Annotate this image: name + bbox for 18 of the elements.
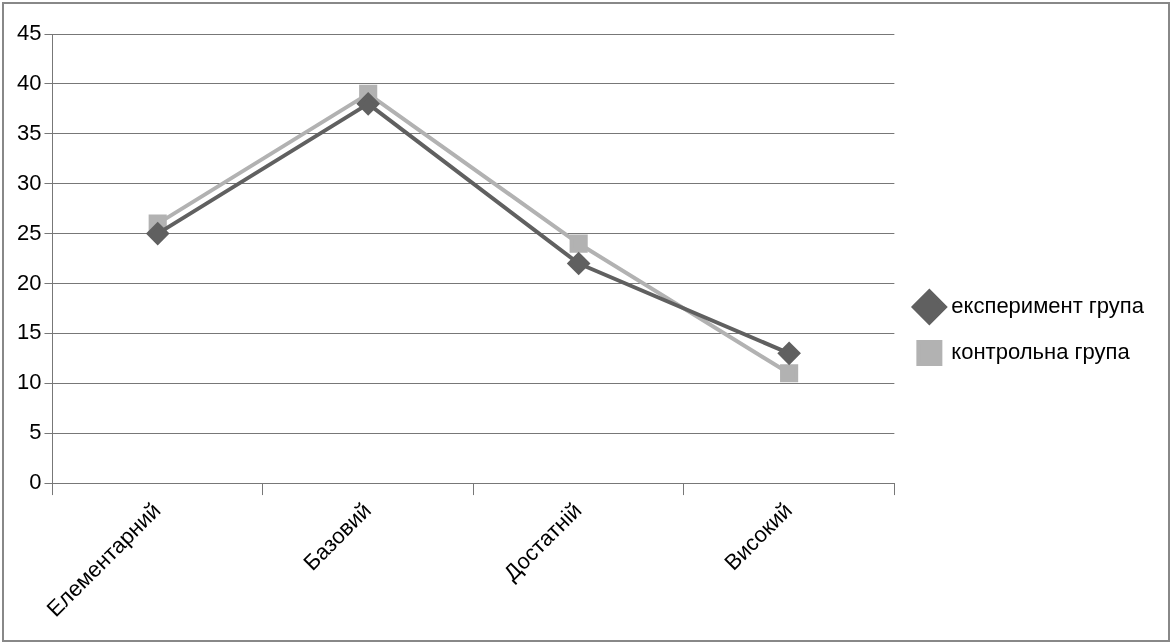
y-tick-label: 25 [16,219,42,245]
y-tick-label: 35 [16,119,42,145]
y-tick-label: 15 [16,319,42,345]
y-tick-label: 20 [16,269,42,295]
y-tick-label: 10 [16,369,42,395]
y-tick-label: 40 [16,69,42,95]
point [567,252,590,275]
point [569,234,588,253]
point [357,92,380,115]
legend-label: експеримент група [951,293,1145,319]
y-tick-label: 0 [29,469,42,495]
y-tick-label: 45 [16,20,42,46]
y-tick-label: 30 [16,169,42,195]
legend-label: контрольна група [951,339,1131,365]
point [146,222,169,245]
point [778,342,801,365]
y-tick-label: 5 [29,419,42,445]
point [780,364,799,383]
